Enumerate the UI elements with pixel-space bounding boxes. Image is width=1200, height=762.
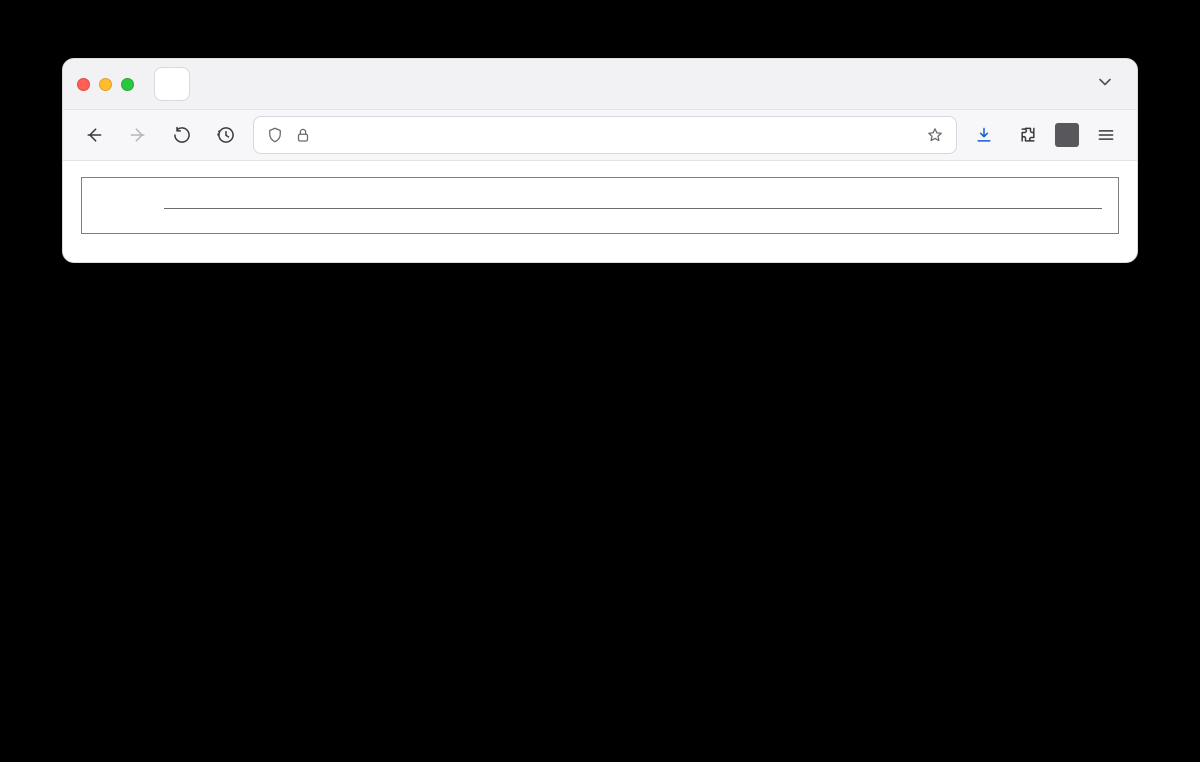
chevron-down-icon bbox=[1095, 72, 1115, 92]
extensions-button[interactable] bbox=[1011, 118, 1045, 152]
extension-badge[interactable] bbox=[1055, 123, 1079, 147]
arrow-right-icon bbox=[128, 125, 148, 145]
page-viewport bbox=[63, 161, 1137, 262]
clock-history-icon bbox=[216, 125, 236, 145]
chart-frame bbox=[81, 177, 1119, 234]
window-zoom-button[interactable] bbox=[121, 78, 134, 91]
lock-icon bbox=[294, 126, 312, 144]
chart-plot-row bbox=[94, 208, 1102, 209]
download-icon bbox=[974, 125, 994, 145]
downloads-button[interactable] bbox=[967, 118, 1001, 152]
url-bar[interactable] bbox=[253, 116, 957, 154]
chart-y-axis bbox=[94, 208, 164, 209]
hamburger-icon bbox=[1096, 125, 1116, 145]
toolbar bbox=[63, 109, 1137, 161]
window-close-button[interactable] bbox=[77, 78, 90, 91]
browser-window bbox=[62, 58, 1138, 263]
chart-plot-area bbox=[164, 208, 1102, 209]
forward-button[interactable] bbox=[121, 118, 155, 152]
back-button[interactable] bbox=[77, 118, 111, 152]
tabs-dropdown-button[interactable] bbox=[1087, 72, 1123, 97]
reload-button[interactable] bbox=[165, 118, 199, 152]
menu-button[interactable] bbox=[1089, 118, 1123, 152]
shield-icon bbox=[266, 126, 284, 144]
arrow-left-icon bbox=[84, 125, 104, 145]
puzzle-icon bbox=[1018, 125, 1038, 145]
reload-icon bbox=[172, 125, 192, 145]
tab-strip bbox=[63, 59, 1137, 109]
new-tab-button[interactable] bbox=[204, 69, 234, 99]
browser-tab[interactable] bbox=[154, 67, 190, 101]
star-icon bbox=[926, 126, 944, 144]
chart-x-axis-labels bbox=[164, 209, 1102, 219]
chart-title bbox=[94, 188, 1102, 208]
window-minimize-button[interactable] bbox=[99, 78, 112, 91]
history-button[interactable] bbox=[209, 118, 243, 152]
bookmark-button[interactable] bbox=[926, 126, 944, 144]
window-controls bbox=[77, 78, 134, 91]
